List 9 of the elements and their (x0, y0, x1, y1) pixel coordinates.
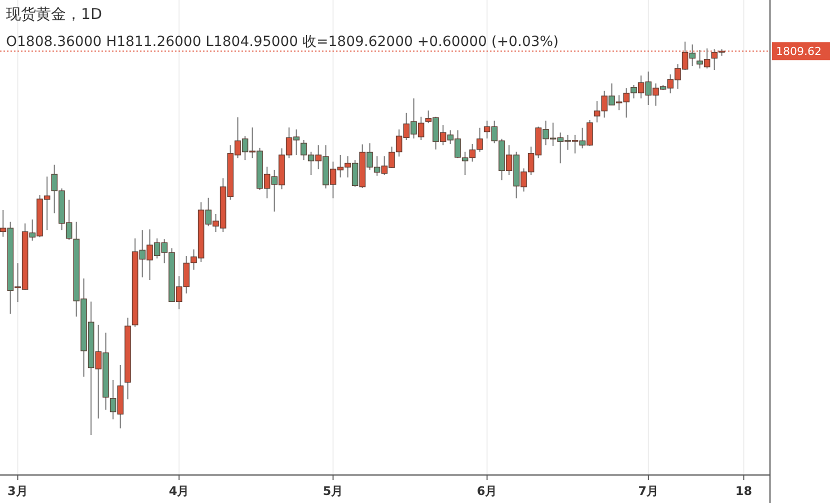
chart-title: 现货黄金，1D (6, 5, 102, 23)
x-tick-label: 3月 (8, 484, 28, 498)
x-tick-label: 6月 (476, 484, 498, 498)
x-tick-label: 18 (735, 484, 752, 498)
chart-subtitle: O1808.36000 H1811.26000 L1804.95000 收=1809.62000 +0.60000 (+0.03%) (6, 34, 559, 50)
x-tick-label: 5月 (322, 484, 344, 498)
x-tick-label: 7月 (638, 484, 659, 498)
x-tick-label: 4月 (168, 484, 190, 498)
text: 1809.62 (776, 45, 822, 58)
